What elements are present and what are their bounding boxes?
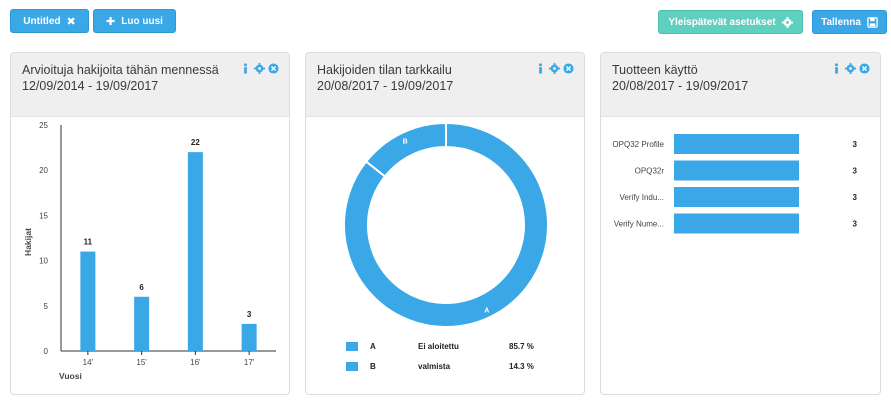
data-label: 22 (191, 138, 200, 147)
panel-title-text: Arvioituja hakijoita tähän mennessä (22, 63, 219, 77)
gear-icon[interactable] (845, 63, 856, 74)
save-label: Tallenna (821, 16, 861, 28)
info-icon[interactable] (240, 63, 251, 74)
applicants-assessed-panel: Arvioituja hakijoita tähän mennessä 12/0… (10, 52, 290, 395)
data-label: 3 (853, 167, 858, 176)
panel-actions (240, 63, 279, 74)
data-label: 11 (84, 238, 93, 247)
panel-date-range: 20/08/2017 - 19/09/2017 (317, 79, 454, 93)
slice-label: A (484, 308, 489, 315)
global-settings-button[interactable]: Yleispätevät asetukset (658, 10, 803, 34)
y-axis-title: Hakijat (23, 228, 33, 256)
tab-label: Untitled (23, 15, 61, 27)
panel-header: Hakijoiden tilan tarkkailu 20/08/2017 - … (306, 53, 584, 117)
bar (674, 213, 799, 234)
bar (241, 323, 257, 351)
floppy-disk-icon (867, 16, 878, 28)
bar-category-label: Verify Nume... (614, 220, 664, 229)
bar-category-label: Verify Indu... (620, 193, 664, 202)
y-tick-label: 5 (44, 302, 49, 311)
new-button[interactable]: ✚ Luo uusi (93, 9, 176, 33)
data-label: 3 (853, 220, 858, 229)
y-tick-label: 20 (39, 166, 48, 175)
close-icon[interactable]: ✖ (66, 15, 76, 28)
legend-percent: 85.7 % (509, 342, 534, 351)
new-button-label: Luo uusi (121, 15, 163, 27)
x-tick-label: 16' (190, 358, 201, 367)
applicants-bar-chart: 0 5 10 15 20 25 11 14' 6 15' 22 16' 3 17' Vuosi Hakijat (23, 121, 276, 381)
plus-icon: ✚ (106, 15, 116, 28)
close-icon[interactable] (563, 63, 574, 74)
panel-date-range: 20/08/2017 - 19/09/2017 (612, 79, 749, 93)
bar (674, 187, 799, 207)
panel-title-text: Tuotteen käyttö (612, 63, 698, 77)
bar (187, 152, 203, 351)
close-icon[interactable] (268, 63, 279, 74)
y-tick-label: 10 (39, 257, 48, 266)
data-label: 3 (853, 193, 858, 202)
panel-date-range: 12/09/2014 - 19/09/2017 (22, 79, 159, 93)
close-icon[interactable] (859, 63, 870, 74)
untitled-tab[interactable]: Untitled ✖ (10, 9, 89, 33)
x-tick-label: 15' (136, 358, 147, 367)
panel-title-text: Hakijoiden tilan tarkkailu (317, 63, 452, 77)
panel-header: Arvioituja hakijoita tähän mennessä 12/0… (11, 53, 289, 117)
legend-percent: 14.3 % (509, 362, 534, 371)
slice-label: B (403, 138, 408, 145)
bar (134, 296, 150, 351)
panel-actions (535, 63, 574, 74)
data-label: 3 (247, 310, 252, 319)
gear-icon[interactable] (254, 63, 265, 74)
gear-icon (781, 16, 793, 28)
save-button[interactable]: Tallenna (812, 10, 887, 34)
panel-title: Arvioituja hakijoita tähän mennessä 12/0… (22, 62, 239, 94)
gear-icon[interactable] (549, 63, 560, 74)
donut-slice (364, 121, 447, 178)
legend-swatch (346, 362, 358, 371)
info-icon[interactable] (535, 63, 546, 74)
product-usage-panel: Tuotteen käyttö 20/08/2017 - 19/09/2017 … (600, 52, 881, 395)
y-tick-label: 0 (44, 347, 49, 356)
data-label: 6 (139, 283, 144, 292)
applicant-status-panel: Hakijoiden tilan tarkkailu 20/08/2017 - … (305, 52, 585, 395)
x-axis-title: Vuosi (59, 371, 82, 381)
legend-name: Ei aloitettu (418, 342, 459, 351)
bar (674, 160, 799, 181)
settings-label: Yleispätevät asetukset (668, 16, 776, 28)
panel-title: Tuotteen käyttö 20/08/2017 - 19/09/2017 (612, 62, 830, 94)
legend-item: A Ei aloitettu 85.7 % (346, 341, 556, 355)
y-tick-label: 25 (39, 121, 48, 130)
info-icon[interactable] (831, 63, 842, 74)
bar (674, 134, 799, 154)
product-usage-bar-chart: OPQ32 Profile 3 OPQ32r 3 Verify Indu... 3 Veri… (612, 134, 858, 234)
bar-category-label: OPQ32r (635, 167, 665, 176)
bar (80, 251, 96, 351)
toolbar: Untitled ✖ ✚ Luo uusi Yleispätevät asetu… (0, 0, 891, 44)
x-tick-label: 14' (83, 358, 94, 367)
panel-title: Hakijoiden tilan tarkkailu 20/08/2017 - … (317, 62, 534, 94)
legend-swatch (346, 342, 358, 351)
donut-slice (343, 121, 549, 328)
data-label: 3 (853, 140, 858, 149)
legend-key: A (370, 342, 376, 351)
legend-name: valmista (418, 362, 451, 371)
status-donut-chart: AB (343, 121, 549, 328)
bar-category-label: OPQ32 Profile (612, 140, 664, 149)
y-tick-label: 15 (39, 211, 48, 220)
panel-actions (831, 63, 870, 74)
legend-item: B valmista 14.3 % (346, 361, 556, 375)
legend-key: B (370, 362, 376, 371)
x-tick-label: 17' (244, 358, 255, 367)
panel-header: Tuotteen käyttö 20/08/2017 - 19/09/2017 (601, 53, 880, 117)
